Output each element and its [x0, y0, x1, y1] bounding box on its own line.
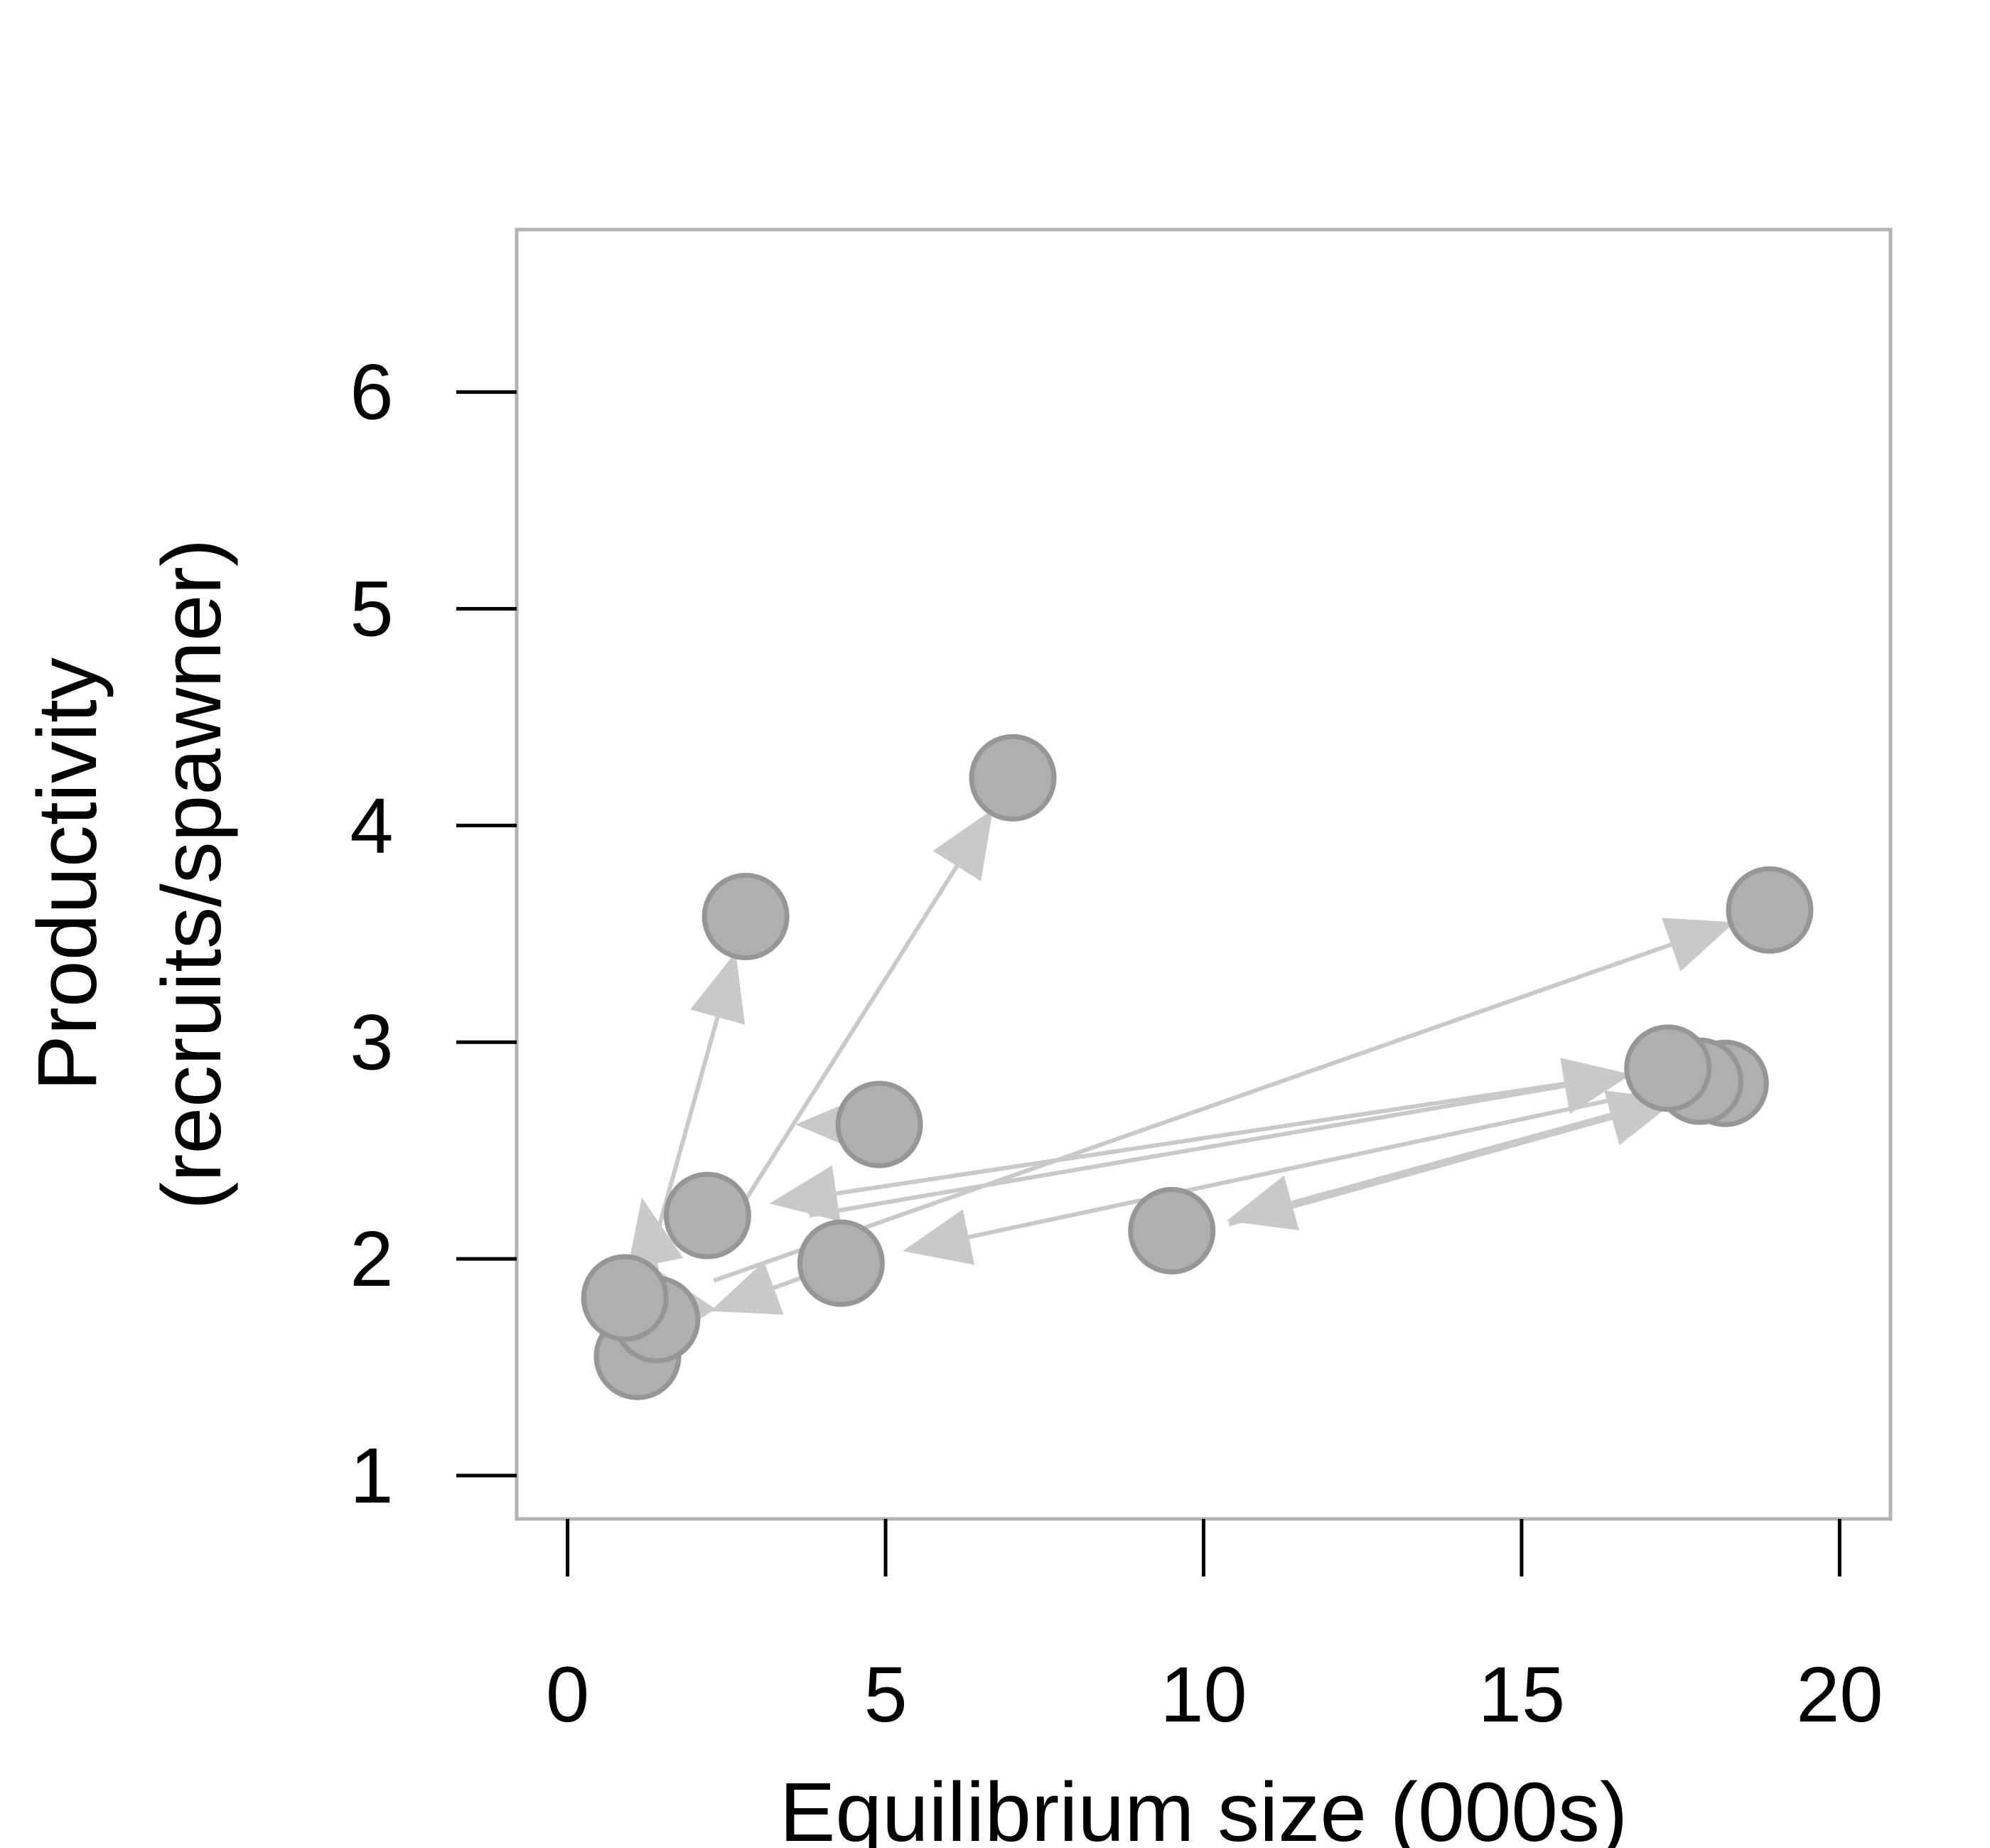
data-point: [663, 1171, 751, 1259]
y-axis: 1 2 3 4 5 6: [350, 349, 517, 1520]
data-point: [835, 1080, 923, 1169]
point-layer: [581, 734, 1814, 1400]
arrow-head: [1560, 1058, 1632, 1114]
x-axis: 0 5 10 15 20: [546, 1519, 1883, 1739]
x-tick-label: 10: [1160, 1651, 1247, 1739]
arrow-head: [710, 1261, 784, 1315]
arrow-head: [932, 809, 994, 881]
y-tick-label: 1: [350, 1432, 393, 1520]
arrow-shaft: [741, 864, 959, 1206]
trajectory-arrow: [769, 1065, 1669, 1222]
trajectory-arrow: [713, 918, 1735, 1283]
y-axis-title-line-1: Productivity: [21, 657, 114, 1091]
y-axis-title: Productivity (recruits/spawner): [21, 539, 239, 1210]
data-point: [1726, 866, 1814, 954]
arrow-head: [769, 1165, 841, 1222]
x-axis-title: Equilibrium size (000s): [780, 1766, 1628, 1848]
arrow-head: [627, 1197, 684, 1270]
y-tick-label: 2: [350, 1215, 393, 1303]
data-point: [1128, 1187, 1216, 1275]
data-point: [701, 872, 790, 960]
y-tick-label: 5: [350, 566, 393, 653]
x-tick-label: 0: [546, 1651, 589, 1739]
y-tick-label: 4: [350, 782, 393, 869]
arrow-head: [690, 952, 746, 1025]
trajectory-arrow: [741, 809, 994, 1206]
arrow-head: [1662, 918, 1735, 972]
arrow-shaft: [809, 1083, 1566, 1218]
data-point: [969, 734, 1057, 822]
y-tick-label: 3: [350, 999, 393, 1086]
arrow-head: [903, 1209, 975, 1265]
trajectory-arrow: [809, 1058, 1632, 1218]
arrow-head: [1226, 1175, 1299, 1230]
x-tick-label: 20: [1796, 1651, 1883, 1739]
y-axis-title-line-2: (recruits/spawner): [145, 539, 239, 1210]
y-tick-label: 6: [350, 349, 393, 436]
arrow-shaft: [1228, 1115, 1613, 1227]
plot-frame: [515, 227, 1893, 1521]
x-tick-label: 15: [1478, 1651, 1565, 1739]
data-point: [1624, 1024, 1712, 1112]
x-tick-label: 5: [864, 1651, 907, 1739]
data-point: [581, 1254, 669, 1342]
arrow-shaft: [713, 942, 1672, 1283]
data-point: [797, 1219, 885, 1307]
arrow-shaft: [836, 1065, 1669, 1196]
